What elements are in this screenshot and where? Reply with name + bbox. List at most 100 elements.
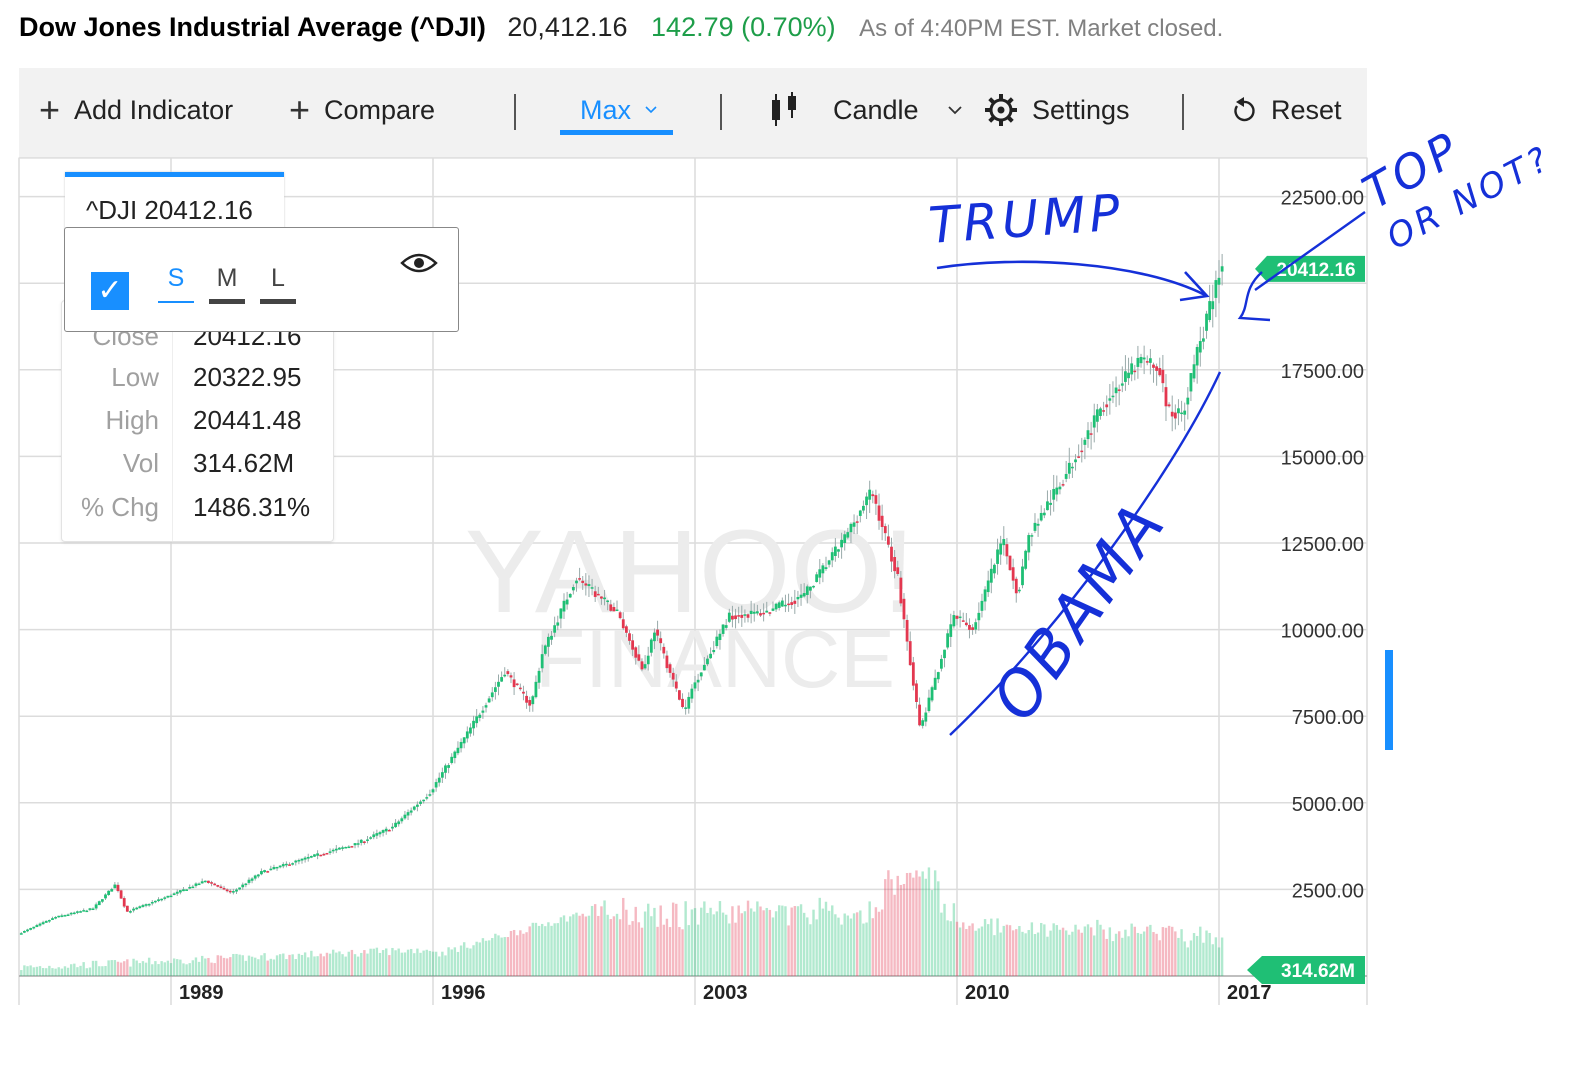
line-size-large[interactable]: L [260,264,296,304]
watermark-line2: FINANCE [535,614,895,705]
volume-bar [1220,937,1224,976]
candle-body [166,895,170,898]
candle-body [1202,338,1205,342]
candle-body [375,833,379,836]
volume-bar [294,959,297,976]
volume-bar [693,908,697,976]
volume-bar [310,950,313,976]
volume-bar [1171,926,1174,976]
ohlc-row-chg: % Chg 1486.31% [62,492,333,532]
volume-bar [868,901,871,976]
volume-bar [927,867,931,976]
reset-button[interactable]: Reset [1231,92,1342,128]
compare-button[interactable]: + Compare [289,92,435,128]
line-size-small[interactable]: S [158,264,194,303]
candle-body [350,846,354,848]
candle-body [858,510,862,516]
add-indicator-button[interactable]: + Add Indicator [39,92,233,128]
volume-bar [1002,925,1005,976]
volume-bar [1167,925,1171,976]
volume-bar [453,947,457,976]
volume-bar [54,968,57,976]
volume-bar [1058,929,1062,976]
volume-bar [138,963,142,976]
candle-body [590,587,594,589]
candle-body [434,782,438,788]
candle-body [1189,373,1193,392]
candle-body [612,607,616,612]
candle-body [372,834,376,838]
volume-bar [1105,938,1108,976]
candle-body [122,898,126,907]
candle-body [403,814,407,819]
obama-trendline [949,371,1222,736]
volume-bar [23,965,26,976]
volume-bar [865,922,868,976]
volume-bar [135,960,138,976]
eye-icon[interactable] [400,250,438,276]
candle-body [727,612,731,622]
volume-bar [38,966,42,976]
volume-bar [709,907,712,976]
volume-bar [562,915,566,976]
volume-bar [260,955,263,976]
chart-scrollbar[interactable] [1385,650,1393,750]
candle-body [69,912,73,915]
series-style-popup: ✓ S M L [64,227,459,332]
candle-body [506,671,510,675]
range-dropdown[interactable]: Max [580,92,657,128]
candle-body [334,848,338,851]
candle-body [1074,459,1077,463]
volume-bar [263,953,266,976]
chart-type-dropdown[interactable]: Candle [771,92,963,128]
volume-bar [213,963,216,976]
bracket-mark [1237,271,1271,322]
volume-bar [737,905,740,976]
volume-bar [724,914,728,976]
candle-body [746,614,750,618]
legend-symbol-tab[interactable]: ^DJI 20412.16 [65,172,284,237]
volume-bar [278,954,282,976]
volume-bar [469,948,472,976]
volume-bar [831,905,834,976]
candle-body [712,650,716,653]
candle-body [537,670,541,683]
candle-body [219,886,223,889]
candle-body [862,505,865,511]
candle-body [381,830,385,833]
candle-body [1102,410,1105,412]
y-tick-label: 12500.00 [1281,534,1364,556]
volume-bar [388,955,391,976]
volume-bar [188,963,191,976]
volume-bar [444,955,447,976]
candle-body [665,655,669,669]
volume-bar [1099,924,1102,976]
volume-bar [254,957,257,976]
candle-body [653,632,656,642]
candle-body [930,687,934,701]
volume-bar [325,952,329,976]
line-size-medium[interactable]: M [209,264,245,304]
candle-body [228,890,232,893]
candle-body [874,495,878,504]
candle-body [344,846,348,849]
candle-body [453,751,457,759]
volume-bar [104,966,107,976]
volume-bars [20,867,1224,976]
volume-bar [1139,933,1143,976]
candle-body [503,674,507,677]
volume-bar [257,959,260,976]
candle-body [490,692,494,698]
volume-bar [1121,937,1124,976]
candle-body [553,625,557,633]
candle-body [952,615,956,627]
candle-body [702,664,706,671]
series-visible-checkbox[interactable]: ✓ [91,272,129,310]
candle-body [562,600,566,612]
candle-body [1120,383,1124,386]
candle-body [200,881,204,884]
volume-bar [378,952,382,976]
settings-button[interactable]: Settings [984,92,1130,128]
candle-body [924,712,928,722]
